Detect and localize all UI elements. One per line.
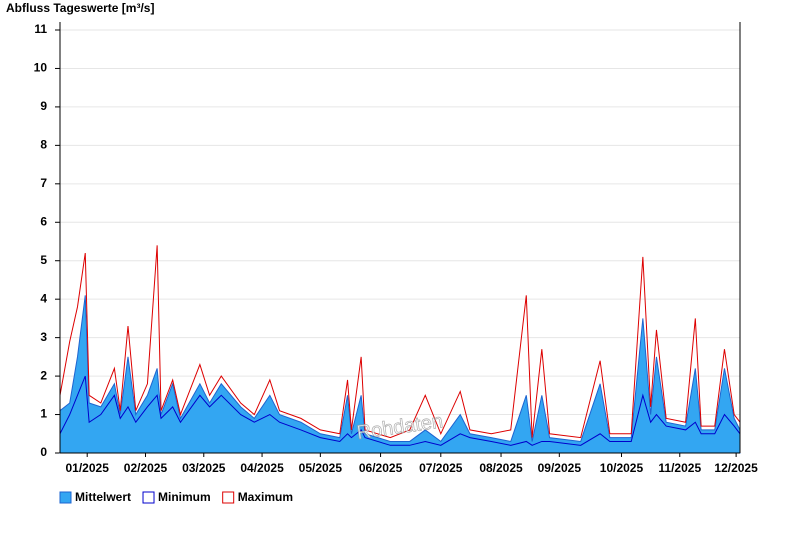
legend-label: Mittelwert [75,490,131,504]
mean-area [59,295,741,454]
y-tick-label: 1 [40,407,47,421]
y-tick-label: 7 [40,176,47,190]
x-tick-label: 06/2025 [359,461,403,475]
y-tick-label: 8 [40,138,47,152]
y-tick-label: 11 [34,22,47,36]
x-tick-label: 07/2025 [419,461,463,475]
y-tick-label: 0 [40,445,47,459]
legend-label: Maximum [238,490,293,504]
chart-title: Abfluss Tageswerte [m³/s] [6,1,154,15]
x-tick-label: 04/2025 [240,461,284,475]
x-tick-label: 08/2025 [479,461,523,475]
legend-swatch [59,491,72,504]
x-tick-label: 10/2025 [600,461,644,475]
y-tick-label: 4 [40,291,47,305]
y-tick-label: 2 [40,368,47,382]
x-tick-label: 11/2025 [658,461,701,475]
y-tick-label: 10 [34,61,48,75]
y-tick-label: 6 [40,214,47,228]
x-tick-label: 09/2025 [538,461,582,475]
x-tick-label: 02/2025 [124,461,168,475]
y-tick-label: 5 [40,253,47,267]
series-line [59,375,741,446]
series-line [59,245,741,439]
y-tick-label: 3 [40,330,47,344]
x-tick-label: 05/2025 [299,461,343,475]
legend-label: Minimum [158,490,211,504]
x-tick-label: 01/2025 [66,461,110,475]
y-tick-label: 9 [40,99,47,113]
legend-swatch [142,491,155,504]
x-tick-label: 03/2025 [182,461,226,475]
legend-swatch [222,491,235,504]
x-tick-label: 12/2025 [714,461,758,475]
